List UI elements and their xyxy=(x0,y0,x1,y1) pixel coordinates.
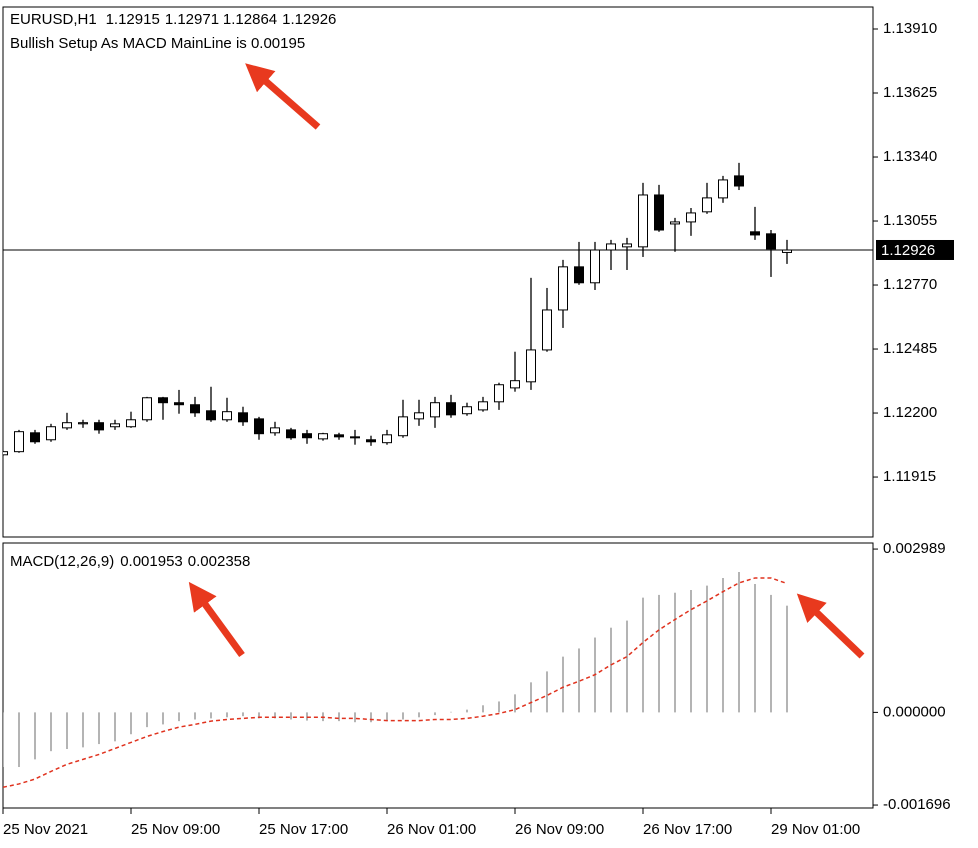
price-plot xyxy=(3,162,873,456)
candle-body xyxy=(750,231,760,236)
candle-body xyxy=(222,411,232,421)
candle-body xyxy=(350,436,360,439)
comment: Bullish Setup As MACD MainLine is 0.0019… xyxy=(10,35,305,52)
candle-body xyxy=(286,429,296,439)
y-tick-label: 1.13625 xyxy=(883,84,937,101)
candle-body xyxy=(30,432,40,443)
candle-body xyxy=(734,175,744,187)
candle-body xyxy=(78,422,88,425)
y-tick-label: 1.12200 xyxy=(883,404,937,421)
x-tick-label: 25 Nov 2021 xyxy=(3,821,88,838)
candle-body xyxy=(622,243,632,248)
axes: 1.13910 1.13625 1.13340 1.13055 1.12770 1.124… xyxy=(2,20,954,838)
candle-body xyxy=(110,423,120,428)
candle-body xyxy=(94,422,104,431)
price-panel xyxy=(2,6,874,538)
candle-body xyxy=(606,243,616,251)
candle-body xyxy=(702,197,712,213)
signal-line xyxy=(3,577,788,788)
candle-body xyxy=(254,418,264,435)
current-price-label: 1.12926 xyxy=(881,242,935,259)
x-tick-label: 29 Nov 01:00 xyxy=(771,821,860,838)
candle-body xyxy=(510,380,520,389)
macd-signal-value: 0.002358 xyxy=(188,553,251,570)
candle-body xyxy=(462,406,472,415)
symbol-line: EURUSD,H1 1.12915 1.12971 1.12864 1.12926 xyxy=(10,11,336,28)
close-value: 1.12926 xyxy=(282,11,336,28)
annotation-arrow xyxy=(796,593,865,659)
current-price-box xyxy=(876,239,954,260)
candle-body xyxy=(446,402,456,416)
x-tick-label: 26 Nov 17:00 xyxy=(643,821,732,838)
candle-body xyxy=(494,384,504,403)
y-tick-label: 1.12485 xyxy=(883,340,937,357)
high-value: 1.12971 xyxy=(165,11,219,28)
candle-body xyxy=(574,266,584,284)
y-tick-label: 1.13340 xyxy=(883,148,937,165)
annotation-arrow xyxy=(245,63,321,130)
y-tick-label: 1.11915 xyxy=(883,468,936,485)
candle-body xyxy=(670,221,680,225)
candle-body xyxy=(334,434,344,438)
candle-body xyxy=(142,397,152,421)
candle-body xyxy=(558,266,568,311)
macd-plot xyxy=(3,571,788,788)
candle-body xyxy=(190,404,200,414)
candle-body xyxy=(414,412,424,420)
candle-body xyxy=(206,410,216,421)
candle-body xyxy=(766,233,776,250)
candle-body xyxy=(638,194,648,248)
candle-body xyxy=(718,179,728,199)
x-tick-label: 26 Nov 09:00 xyxy=(515,821,604,838)
candle-body xyxy=(478,401,488,411)
candle-body xyxy=(382,434,392,444)
candle-body xyxy=(302,433,312,439)
y-tick-label: -0.001696 xyxy=(883,796,951,813)
symbol: EURUSD,H1 xyxy=(10,11,96,28)
open-value: 1.12915 xyxy=(106,11,160,28)
candle-body xyxy=(62,422,72,429)
candle-body xyxy=(654,194,664,231)
candle-body xyxy=(366,439,376,443)
x-tick-label: 26 Nov 01:00 xyxy=(387,821,476,838)
candle-body xyxy=(126,419,136,428)
macd-title: MACD(12,26,9) xyxy=(10,553,114,570)
candle-body xyxy=(158,397,168,404)
candle-body xyxy=(430,402,440,418)
x-tick-label: 25 Nov 09:00 xyxy=(131,821,220,838)
y-tick-label: 1.13055 xyxy=(883,212,937,229)
candle-body xyxy=(542,309,552,351)
y-tick-label: 0.000000 xyxy=(883,703,946,720)
macd-main-value: 0.001953 xyxy=(120,553,183,570)
candle-body xyxy=(318,433,328,440)
candle-body xyxy=(526,349,536,383)
y-tick-label: 1.12770 xyxy=(883,276,937,293)
x-tick-label: 25 Nov 17:00 xyxy=(259,821,348,838)
candle-body xyxy=(46,426,56,441)
macd-label: MACD(12,26,9) 0.001953 0.002358 xyxy=(10,553,250,570)
low-value: 1.12864 xyxy=(223,11,277,28)
candle-body xyxy=(238,412,248,423)
macd-panel xyxy=(2,542,874,809)
candle-body xyxy=(590,249,600,284)
candle-body xyxy=(3,451,8,456)
annotation-arrow xyxy=(188,581,245,658)
candle-body xyxy=(14,431,24,453)
candle-body xyxy=(398,416,408,437)
candle-body xyxy=(686,212,696,223)
candle-body xyxy=(270,427,280,434)
candle-body xyxy=(174,402,184,406)
y-tick-label: 1.13910 xyxy=(883,20,937,37)
y-tick-label: 0.002989 xyxy=(883,540,946,557)
